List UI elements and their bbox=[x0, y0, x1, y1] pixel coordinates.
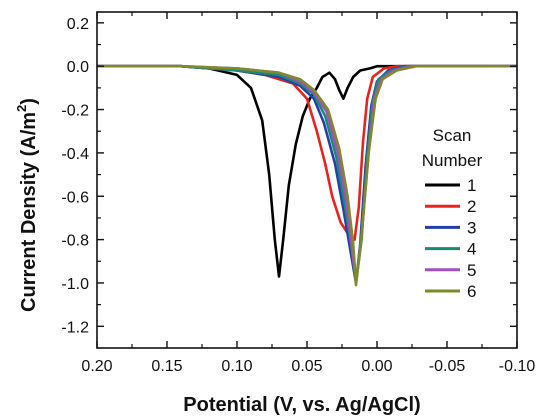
legend-title-line2: Number bbox=[422, 151, 483, 170]
y-tick-label: -1.0 bbox=[61, 276, 89, 293]
legend-label-6: 6 bbox=[467, 282, 476, 301]
series-line-6 bbox=[97, 64, 517, 287]
y-tick-label: -0.4 bbox=[61, 146, 89, 163]
legend-label-1: 1 bbox=[467, 176, 476, 195]
y-axis-title-tail: ) bbox=[18, 98, 40, 105]
y-tick-label: -0.8 bbox=[61, 233, 89, 250]
plot-frame bbox=[96, 11, 518, 349]
x-tick-label: -0.05 bbox=[429, 358, 466, 375]
y-axis-title-sup: 2 bbox=[14, 105, 29, 112]
legend-title-line1: Scan bbox=[433, 126, 472, 145]
x-axis-title: Potential (V, vs. Ag/AgCl) bbox=[183, 394, 420, 416]
x-tick-label: 0.20 bbox=[81, 358, 112, 375]
plot-area: 0.20 0.15 0.10 0.05 0.00 -0.05 -0.10 0.2 0.0 -0.2… bbox=[61, 11, 536, 375]
y-tick-label: -1.2 bbox=[61, 319, 89, 336]
legend-label-5: 5 bbox=[467, 261, 476, 280]
y-tick-label: -0.6 bbox=[61, 189, 89, 206]
legend-label-4: 4 bbox=[467, 240, 476, 259]
series-line-1 bbox=[97, 64, 517, 278]
legend-label-3: 3 bbox=[467, 218, 476, 237]
y-axis-title: Current Density (A/m2) bbox=[14, 98, 40, 312]
y-tick-label: 0.0 bbox=[67, 59, 89, 76]
svg-text:Current Density (A/m2): Current Density (A/m2) bbox=[14, 98, 40, 312]
x-tick-label: -0.10 bbox=[499, 358, 536, 375]
y-axis-title-main: Current Density (A/m bbox=[18, 112, 40, 312]
x-tick-label: 0.05 bbox=[291, 358, 322, 375]
x-tick-label: 0.00 bbox=[361, 358, 392, 375]
legend-label-2: 2 bbox=[467, 197, 476, 216]
y-tick-label: 0.2 bbox=[67, 16, 89, 33]
x-tick-label: 0.10 bbox=[221, 358, 252, 375]
x-tick-label: 0.15 bbox=[151, 358, 182, 375]
y-tick-label: -0.2 bbox=[61, 103, 89, 120]
